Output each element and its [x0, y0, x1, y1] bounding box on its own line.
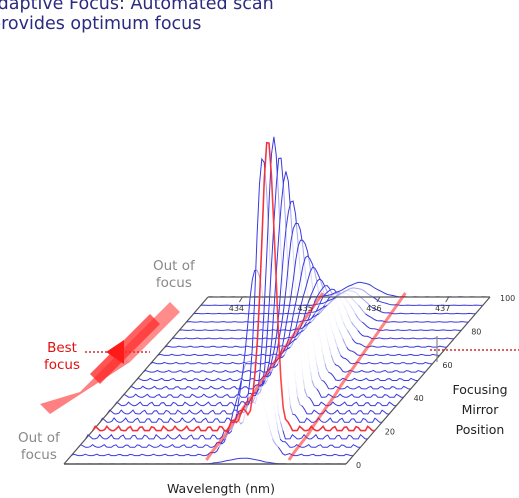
peak-locus-right — [287, 292, 407, 461]
trace-z-70 — [164, 284, 447, 348]
x-tick-label-435: 435 — [298, 304, 313, 313]
trace-z-75 — [171, 288, 454, 340]
x-tick-label-434: 434 — [229, 304, 244, 313]
trace-fill-z-0 — [64, 458, 346, 464]
z-tick-label-80: 80 — [471, 327, 481, 336]
trace-fill-z-100 — [208, 282, 490, 297]
z-axis-title: Focusing Mirror Position — [452, 382, 508, 437]
z-tick-label-0: 0 — [356, 461, 361, 470]
trace-z-65 — [157, 278, 440, 356]
x-tick-label-437: 437 — [435, 304, 450, 313]
z-tick-label-100: 100 — [500, 294, 515, 303]
out-of-focus-top-line1: Out of — [153, 258, 195, 274]
trace-z-40 — [121, 200, 404, 398]
best-focus-arrow-head — [106, 340, 124, 364]
floor-left-edge — [63, 296, 209, 465]
focus-arrow-bottom — [40, 352, 130, 414]
trace-z-0 — [63, 457, 346, 465]
x-tick-label-436: 436 — [366, 304, 381, 313]
best-focus-label: Best focus — [44, 340, 80, 374]
chart-floor — [63, 296, 491, 465]
x-tick-435 — [307, 296, 312, 303]
x-tick-434 — [238, 296, 243, 303]
best-focus-line2: focus — [44, 357, 81, 373]
trace-z-45 — [128, 223, 411, 390]
best-focus-line1: Best — [47, 340, 77, 356]
x-tick-436 — [376, 296, 381, 303]
out-of-focus-bottom-line1: Out of — [18, 430, 60, 446]
z-tick-label-20: 20 — [385, 428, 395, 437]
z-tick-label-60: 60 — [442, 361, 452, 370]
x-axis-title: Wavelength (nm) — [167, 481, 275, 496]
axis-ticks: 434 435 436 437 0 20 40 60 80 100 — [229, 294, 516, 470]
caption-line-1: Adaptive Focus: Automated scan — [0, 0, 274, 14]
z-tick-label-40: 40 — [414, 394, 424, 403]
peak-locus-left — [205, 292, 325, 461]
caption-line-2: provides optimum focus — [0, 14, 202, 34]
x-tick-437 — [445, 296, 450, 303]
out-of-focus-top-line2: focus — [155, 275, 192, 291]
out-of-focus-bottom: Out of focus — [18, 430, 60, 464]
floor-right-edge — [345, 296, 491, 465]
out-of-focus-top: Out of focus — [153, 258, 195, 292]
out-of-focus-bottom-line2: focus — [20, 447, 57, 463]
